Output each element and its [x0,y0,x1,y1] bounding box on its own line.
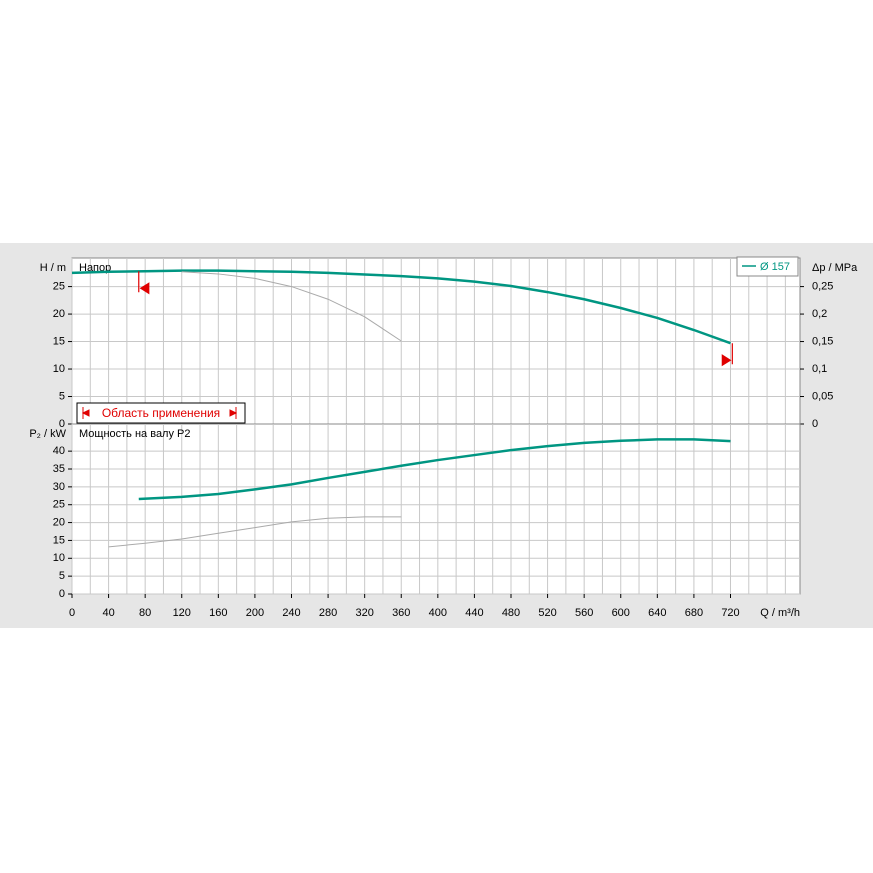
operating-limit [721,343,733,367]
y2-tick-label: 0,05 [812,390,833,402]
y-tick-label: 15 [53,335,65,347]
x-tick-label: 280 [319,607,337,619]
y2-tick-label: 0,25 [812,280,833,292]
y-tick-label: 35 [53,463,65,475]
x-tick-label: 560 [575,607,593,619]
y2-tick-label: 0 [812,418,818,430]
y-tick-label: 5 [59,390,65,402]
curve [181,271,402,342]
annotation-arrow [81,407,238,419]
panel-title: Мощность на валу P2 [79,428,191,440]
y-tick-label: 25 [53,499,65,511]
x-tick-label: 440 [465,607,483,619]
x-tick-label: 240 [282,607,300,619]
x-tick-label: 480 [502,607,520,619]
y2-axis-label: Δp / MPa [812,262,858,274]
x-tick-label: 680 [685,607,703,619]
annotation: Область применения [102,406,220,420]
x-tick-label: 0 [69,607,75,619]
y2-tick-label: 0,1 [812,363,827,375]
x-tick-label: 640 [648,607,666,619]
plot-area [71,257,801,425]
x-tick-label: 160 [209,607,227,619]
operating-limit [138,271,150,295]
x-tick-label: 720 [721,607,739,619]
y-tick-label: 10 [53,552,65,564]
y2-tick-label: 0,15 [812,335,833,347]
y-tick-label: 15 [53,534,65,546]
plot-area [71,423,801,595]
x-tick-label: 360 [392,607,410,619]
curve [71,269,731,345]
x-tick-label: 320 [355,607,373,619]
x-tick-label: 120 [173,607,191,619]
y-tick-label: 5 [59,570,65,582]
y-axis-label: P₂ / kW [29,428,66,440]
x-tick-label: 80 [139,607,151,619]
x-tick-label: 520 [538,607,556,619]
annotation-box [76,402,246,424]
y-tick-label: 10 [53,363,65,375]
legend-box [736,256,799,277]
x-axis-label: Q / m³/h [760,607,800,619]
y-tick-label: 20 [53,308,65,320]
curve [138,438,731,501]
x-tick-label: 400 [429,607,447,619]
x-tick-label: 40 [102,607,114,619]
y-tick-label: 25 [53,280,65,292]
y-tick-label: 20 [53,516,65,528]
y-axis-label: H / m [40,262,66,274]
y-tick-label: 40 [53,445,65,457]
x-tick-label: 200 [246,607,264,619]
curve [108,516,402,548]
y-tick-label: 0 [59,418,65,430]
legend-label: Ø 157 [760,261,790,273]
y-tick-label: 0 [59,588,65,600]
y-tick-label: 30 [53,481,65,493]
x-tick-label: 600 [612,607,630,619]
y2-tick-label: 0,2 [812,308,827,320]
